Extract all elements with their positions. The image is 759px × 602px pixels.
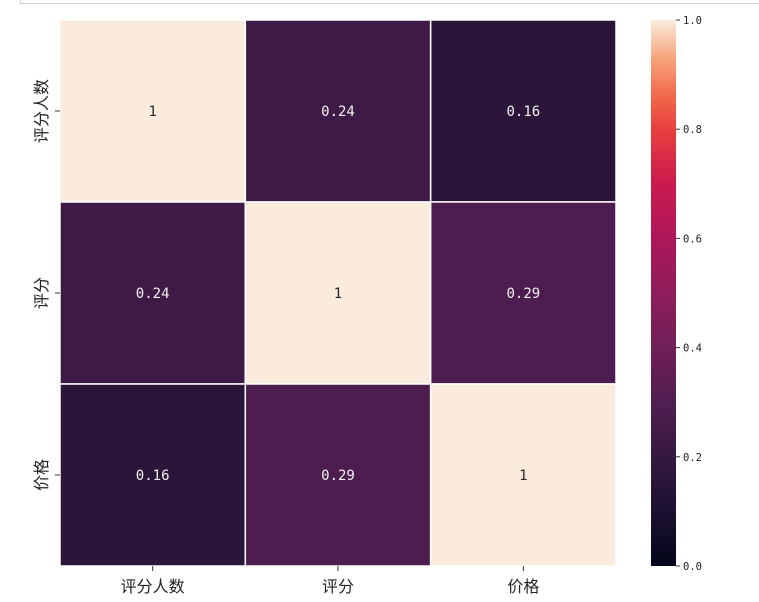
colorbar: 0.0 0.2 0.4 0.6 0.8 1.0	[651, 15, 702, 573]
y-tick-label: 评分	[32, 277, 51, 309]
colorbar-tick-label: 0.4	[683, 343, 702, 355]
heatmap-cell-label: 1	[148, 104, 156, 120]
colorbar-gradient	[651, 20, 676, 566]
heatmap-cell-label: 0.16	[506, 104, 540, 120]
heatmap-cell	[244, 383, 432, 567]
colorbar-tick-label: 1.0	[683, 15, 702, 27]
heatmap-cell-label: 1	[334, 286, 342, 302]
colorbar-tick-label: 0.6	[683, 233, 702, 245]
heatmap-cell-label: 0.16	[136, 468, 170, 484]
x-tick-label: 价格	[507, 577, 539, 596]
y-tick-label: 价格	[32, 459, 51, 491]
heatmap-cell-label: 0.24	[136, 286, 170, 302]
top-frame-border	[20, 0, 759, 4]
heatmap-cell	[429, 383, 617, 567]
heatmap-cells	[59, 19, 617, 567]
heatmap-cell-label: 0.24	[321, 104, 355, 120]
x-axis: 评分人数 评分 价格	[121, 566, 539, 596]
heatmap-cell	[429, 201, 617, 385]
y-tick-label: 评分人数	[32, 79, 51, 143]
heatmap-cell-labels: 1 0.24 0.16 0.24 1 0.29 0.16 0.29 1	[136, 104, 540, 484]
heatmap-cell	[244, 19, 432, 203]
colorbar-tick-label: 0.8	[683, 124, 702, 136]
heatmap-cell-label: 0.29	[321, 468, 355, 484]
heatmap-cell-label: 0.29	[506, 286, 540, 302]
colorbar-tick-label: 0.2	[683, 452, 702, 464]
x-tick-label: 评分人数	[121, 577, 185, 596]
colorbar-tick-label: 0.0	[683, 561, 702, 573]
x-tick-label: 评分	[322, 577, 354, 596]
heatmap-cell-label: 1	[519, 468, 527, 484]
